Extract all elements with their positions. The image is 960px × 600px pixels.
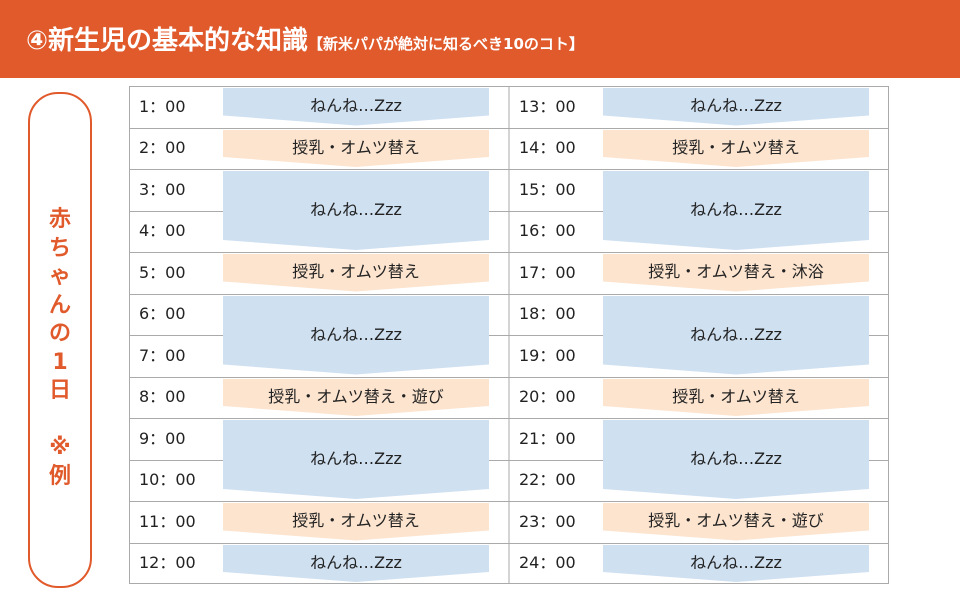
time-label: 24：00 (519, 553, 576, 573)
time-label: 12：00 (139, 553, 196, 573)
side-label-text: 赤 ち ゃ ん の 1 日 ※ 例 (48, 207, 71, 489)
block-label: ねんね…Zzz (690, 552, 782, 572)
block-label: 授乳・オムツ替え (672, 137, 800, 157)
sleep-block: ねんね…Zzz (603, 420, 869, 499)
block-label: 授乳・オムツ替え (292, 137, 420, 157)
time-label: 4：00 (139, 221, 186, 241)
time-label: 2：00 (139, 138, 186, 158)
block-label: ねんね…Zzz (690, 200, 782, 219)
time-label: 16：00 (519, 221, 576, 241)
block-label: 授乳・オムツ替え (292, 511, 420, 531)
time-label: 17：00 (519, 262, 576, 282)
page-title: ④新生児の基本的な知識【新米パパが絶対に知るべき10のコト】 (26, 20, 584, 57)
sleep-block: ねんね…Zzz (223, 296, 489, 375)
page-subtitle: 【新米パパが絶対に知るべき10のコト】 (308, 35, 584, 53)
time-label: 3：00 (139, 179, 186, 199)
time-label: 8：00 (139, 387, 186, 407)
time-label: 15：00 (519, 179, 576, 199)
time-label: 9：00 (139, 428, 186, 448)
time-label: 1：00 (139, 96, 186, 116)
time-label: 7：00 (139, 345, 186, 365)
block-label: 授乳・オムツ替え (292, 262, 420, 282)
time-label: 14：00 (519, 138, 576, 158)
sleep-block: ねんね…Zzz (223, 420, 489, 499)
block-label: 授乳・オムツ替え・遊び (648, 511, 824, 531)
block-label: ねんね…Zzz (690, 324, 782, 344)
sleep-block: ねんね…Zzz (223, 171, 489, 250)
block-label: ねんね…Zzz (310, 324, 402, 344)
sleep-block: ねんね…Zzz (603, 296, 869, 375)
header-banner: ④新生児の基本的な知識【新米パパが絶対に知るべき10のコト】 (0, 0, 960, 78)
time-label: 18：00 (519, 304, 576, 324)
time-label: 13：00 (519, 96, 576, 116)
time-label: 21：00 (519, 428, 576, 448)
time-label: 10：00 (139, 470, 196, 490)
block-label: ねんね…Zzz (310, 200, 402, 219)
side-label-box: 赤 ち ゃ ん の 1 日 ※ 例 (28, 92, 92, 588)
block-label: 授乳・オムツ替え・沐浴 (648, 262, 824, 282)
time-label: 19：00 (519, 345, 576, 365)
time-label: 23：00 (519, 511, 576, 531)
time-label: 5：00 (139, 262, 186, 282)
schedule-grid: 1：00 2：00 3：00 4：00 5：00 6：00 7：00 8：00 9：00 10：0… (129, 86, 889, 584)
block-label: 授乳・オムツ替え (672, 386, 800, 406)
sleep-block: ねんね…Zzz (603, 171, 869, 250)
time-label: 6：00 (139, 304, 186, 324)
block-label: ねんね…Zzz (310, 96, 402, 116)
title-main-text: ④新生児の基本的な知識 (26, 26, 309, 56)
time-label: 22：00 (519, 470, 576, 490)
time-label: 11：00 (139, 511, 196, 531)
block-label: ねんね…Zzz (690, 96, 782, 116)
block-label: ねんね…Zzz (690, 449, 782, 468)
block-label: 授乳・オムツ替え・遊び (268, 386, 444, 406)
block-label: ねんね…Zzz (310, 552, 402, 572)
block-label: ねんね…Zzz (310, 449, 402, 468)
time-label: 20：00 (519, 387, 576, 407)
